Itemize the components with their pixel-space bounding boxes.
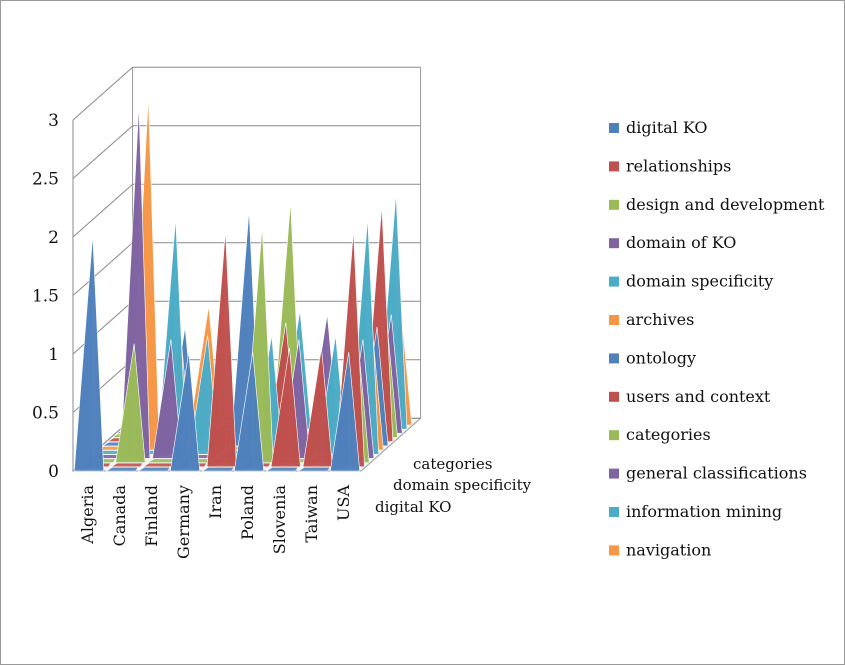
x-tick-label: Slovenia — [270, 485, 289, 555]
legend-item: digital KO — [609, 118, 708, 137]
depth-tick-label: categories — [413, 455, 492, 473]
legend-label: domain of KO — [626, 233, 736, 252]
legend-swatch — [609, 315, 619, 325]
legend-swatch — [609, 276, 619, 287]
legend-item: ontology — [609, 348, 696, 367]
x-tick-label: Taiwan — [302, 485, 321, 543]
pyramid-digital-ko-finland — [137, 466, 171, 472]
y-tick-label: 0 — [48, 462, 59, 482]
x-tick-label: Finland — [142, 485, 161, 547]
legend-item: categories — [609, 425, 711, 444]
legend: digital KO relationships design and develo… — [609, 118, 825, 559]
pyramid-digital-ko-slovenia — [265, 466, 299, 472]
x-tick-label: USA — [334, 485, 353, 521]
pyramid-marks — [73, 97, 413, 472]
pyramid-digital-ko-iran — [201, 466, 235, 472]
y-tick-label: 3 — [48, 111, 59, 131]
pyramid-digital-ko-taiwan — [297, 466, 331, 472]
legend-item: domain specificity — [609, 272, 773, 291]
x-tick-label: Germany — [174, 485, 193, 559]
legend-item: users and context — [609, 387, 771, 406]
legend-label: relationships — [626, 156, 731, 175]
pyramid-digital-ko-germany — [169, 352, 201, 472]
pyramid-digital-ko-algeria — [73, 235, 105, 472]
legend-label: categories — [626, 425, 711, 444]
legend-swatch — [609, 123, 619, 133]
gridline — [72, 183, 421, 238]
legend-swatch — [609, 545, 619, 556]
depth-tick-label: domain specificity — [393, 476, 532, 494]
axes: 0 0.5 1 1.5 2 2.5 3 Algeria Canada Finland Germany… — [32, 111, 532, 559]
depth-tick-label: digital KO — [375, 498, 451, 516]
legend-swatch — [609, 430, 619, 441]
legend-label: users and context — [626, 387, 771, 406]
legend-swatch — [609, 353, 619, 364]
pyramid-relationships-iran — [206, 230, 237, 468]
legend-item: design and development — [609, 195, 825, 214]
legend-swatch — [609, 507, 619, 517]
gridline — [72, 125, 421, 179]
legend-label: archives — [626, 310, 694, 329]
legend-label: general classifications — [626, 464, 807, 483]
legend-item: information mining — [609, 502, 782, 521]
y-tick-label: 1 — [48, 345, 59, 365]
x-tick-label: Canada — [110, 485, 129, 547]
y-tick-label: 1.5 — [32, 287, 59, 307]
legend-item: domain of KO — [609, 233, 736, 252]
pyramid-relationships-taiwan — [302, 347, 333, 468]
pyramid-digital-ko-poland — [233, 352, 265, 472]
legend-label: navigation — [626, 540, 711, 559]
legend-swatch — [609, 238, 619, 249]
legend-item: navigation — [609, 540, 711, 559]
legend-label: digital KO — [626, 118, 708, 137]
y-tick-label: 2.5 — [32, 170, 59, 190]
x-tick-label: Algeria — [78, 485, 97, 545]
legend-swatch — [609, 468, 619, 479]
legend-label: domain specificity — [626, 272, 773, 291]
y-tick-label: 2 — [48, 228, 59, 248]
pyramid-relationships-canada — [109, 462, 144, 468]
pyramid-digital-ko-usa — [329, 352, 361, 472]
legend-label: design and development — [626, 195, 825, 214]
legend-swatch — [609, 161, 619, 172]
legend-label: information mining — [626, 502, 782, 521]
pyramid-design-and-development-canada — [115, 343, 146, 464]
pyramid-relationships-slovenia — [270, 347, 301, 468]
x-tick-label: Iran — [206, 485, 225, 519]
legend-item: general classifications — [609, 464, 807, 483]
gridline — [72, 66, 421, 121]
legend-item: relationships — [609, 156, 731, 175]
pyramid-relationships-finland — [141, 462, 176, 468]
legend-item: archives — [609, 310, 694, 329]
legend-swatch — [609, 199, 619, 210]
legend-label: ontology — [626, 348, 696, 367]
x-tick-label: Poland — [238, 485, 257, 540]
legend-swatch — [609, 391, 619, 402]
y-tick-label: 0.5 — [32, 404, 59, 424]
pyramid-digital-ko-canada — [105, 466, 139, 472]
